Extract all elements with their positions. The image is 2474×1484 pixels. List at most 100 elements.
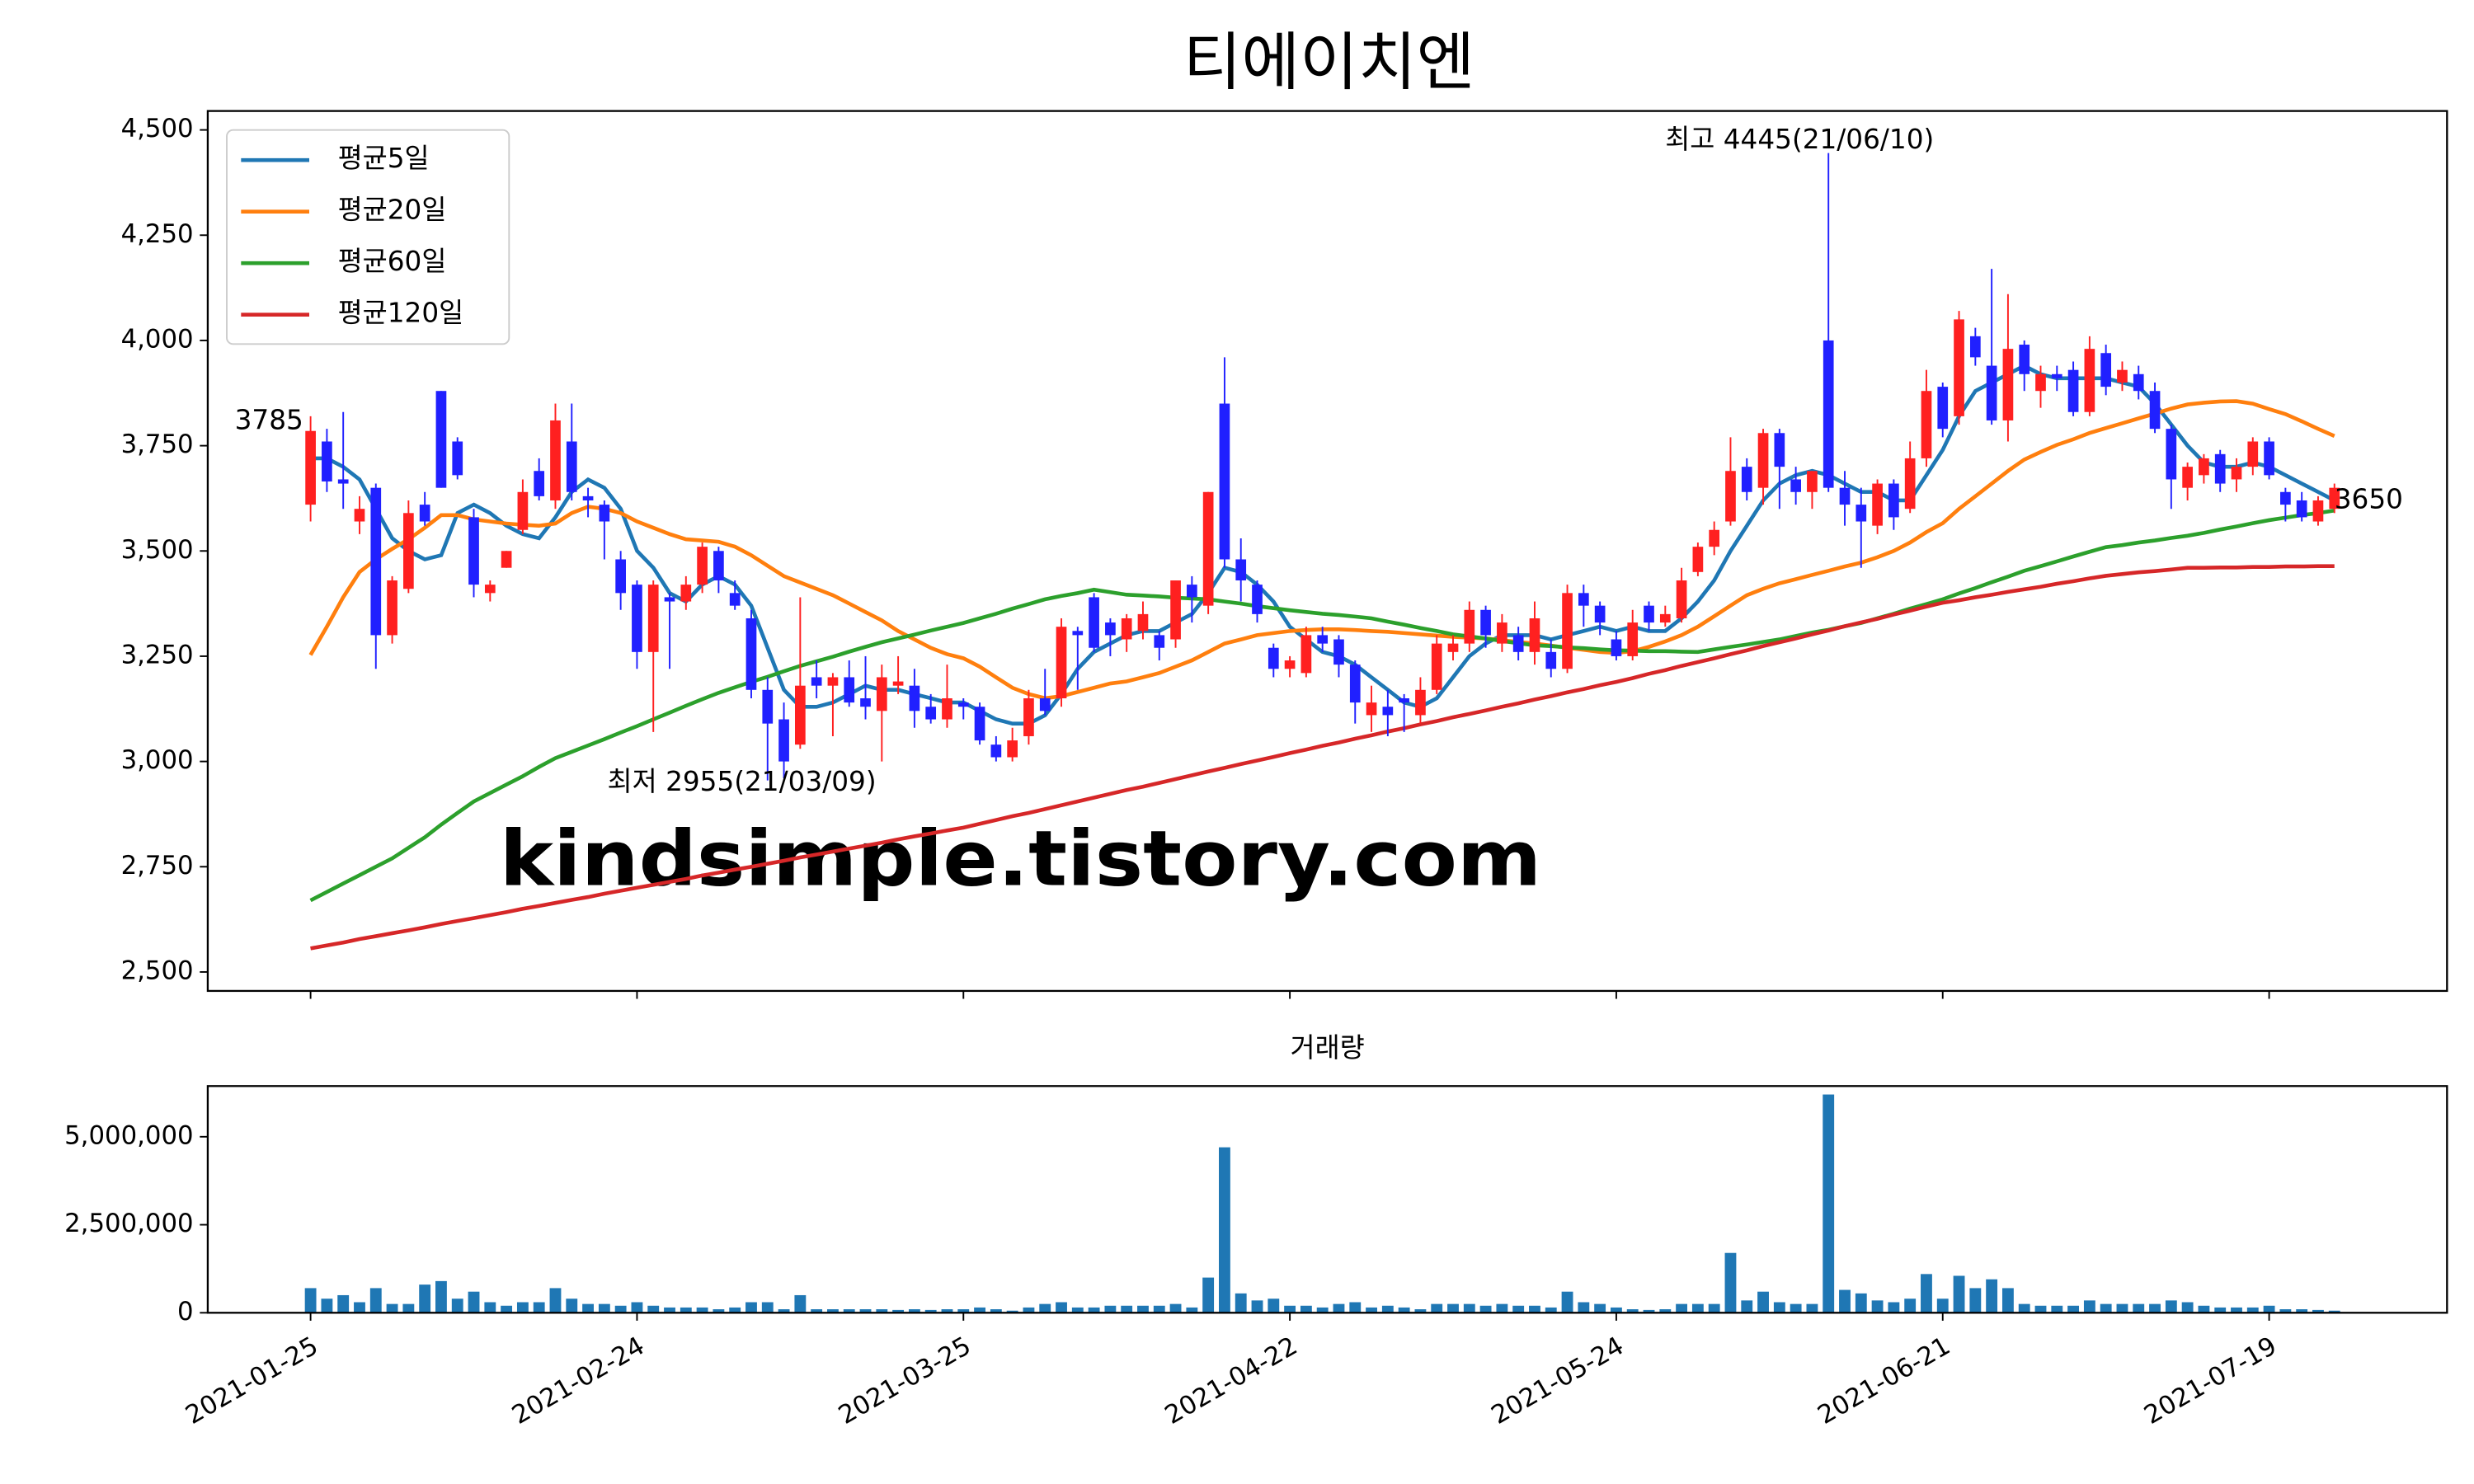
candle-body [2002, 349, 2014, 420]
candle-body [1202, 491, 1214, 606]
volume-bar [1578, 1302, 1590, 1313]
candle-body [1872, 483, 1883, 526]
volume-bar [1676, 1303, 1688, 1313]
candle-body [403, 513, 414, 589]
volume-bar [1611, 1307, 1622, 1313]
volume-bar [1839, 1289, 1851, 1313]
volume-bar [1561, 1291, 1573, 1313]
volume-bar [1512, 1305, 1525, 1313]
candle-body [2329, 487, 2340, 510]
volume-bar [843, 1309, 855, 1313]
candle-body [942, 698, 952, 720]
candle-body [1904, 458, 1916, 510]
volume-bar [990, 1309, 1002, 1313]
volume-bar [2018, 1303, 2030, 1313]
volume-bar [1986, 1279, 1998, 1313]
volume-bar [1023, 1307, 1035, 1313]
volume-bar [680, 1307, 692, 1313]
candle-body [1252, 585, 1263, 614]
volume-bar [1284, 1305, 1296, 1313]
volume-bar [1921, 1274, 1932, 1313]
volume-bar [2214, 1307, 2227, 1313]
candle-body [1284, 660, 1296, 669]
candle-body [1007, 740, 1018, 758]
volume-bar [1757, 1291, 1769, 1313]
legend-label: 평균120일 [338, 298, 464, 329]
volume-bar [729, 1307, 741, 1313]
candle-body [1121, 618, 1132, 640]
candle-body [680, 585, 692, 602]
volume-bar [2279, 1309, 2292, 1313]
volume-bar [1724, 1252, 1737, 1313]
candle-body [1888, 483, 1899, 518]
volume-bar [566, 1298, 578, 1313]
volume-bar [2181, 1302, 2194, 1313]
volume-bar [713, 1309, 725, 1313]
candle-body [452, 441, 463, 476]
candle-body [1627, 622, 1639, 656]
volume-bar [1626, 1309, 1639, 1313]
volume-bar [1953, 1275, 1965, 1313]
candle-body [2035, 373, 2046, 392]
candle-body [2296, 500, 2307, 518]
candle-body [647, 585, 659, 652]
candle-body [599, 505, 610, 522]
candle-body [876, 677, 887, 711]
volume-bar [1186, 1307, 1198, 1313]
volume-bar [924, 1309, 937, 1313]
volume-bar [1496, 1303, 1508, 1313]
candle-body [2280, 491, 2291, 505]
candle-body [860, 698, 871, 707]
annotation: 최저 2955(21/03/09) [608, 766, 877, 797]
candle-body [550, 420, 561, 500]
candle-body [1464, 609, 1475, 644]
volume-bar [435, 1280, 447, 1313]
candle-body [2149, 391, 2161, 430]
candle-body [1644, 605, 1654, 623]
candle-body [1529, 618, 1540, 652]
candle-body [1382, 707, 1394, 716]
candle-body [1447, 643, 1459, 652]
y-tick-label: 0 [177, 1297, 194, 1327]
candle-body [517, 491, 529, 530]
annotation: 최고 4445(21/06/10) [1665, 124, 1934, 155]
candle-body [484, 585, 496, 594]
volume-bar [941, 1309, 953, 1313]
candle-body [1856, 505, 1867, 522]
candle-body [2182, 467, 2193, 488]
candle-body [697, 547, 708, 585]
annotation: 3785 [235, 405, 303, 436]
candle-body [664, 597, 675, 602]
volume-bar [892, 1309, 905, 1313]
volume-bar [1773, 1302, 1785, 1313]
candle-body [1741, 467, 1752, 492]
volume-bar [614, 1305, 627, 1313]
candle-body [2133, 373, 2144, 392]
candle-body [1611, 639, 1622, 656]
volume-bar [859, 1309, 872, 1313]
candle-body [990, 744, 1002, 758]
candle-body [1431, 643, 1442, 690]
volume-bar [696, 1307, 708, 1313]
watermark: kindsimple.tistory.com [500, 814, 1541, 903]
candle-body [2084, 349, 2095, 412]
volume-bar [1888, 1302, 1900, 1313]
candle-body [1692, 547, 1704, 572]
candle-body [1480, 609, 1491, 636]
candle-body [1056, 627, 1067, 699]
candle-body [1676, 580, 1687, 618]
volume-bar [908, 1309, 920, 1313]
candle-body [1725, 471, 1736, 522]
candle-body [2067, 369, 2079, 412]
candle-body [387, 580, 397, 636]
candle-body [615, 559, 626, 594]
volume-bar [582, 1303, 594, 1313]
candle-body [1545, 651, 1557, 669]
candle-body [795, 685, 806, 745]
volume-bar [2296, 1309, 2308, 1313]
volume-bar [1104, 1305, 1117, 1313]
volume-bar [1741, 1300, 1753, 1313]
volume-bar [2328, 1310, 2340, 1313]
y-tick-label: 2,750 [121, 851, 194, 881]
volume-bar [1202, 1277, 1215, 1313]
